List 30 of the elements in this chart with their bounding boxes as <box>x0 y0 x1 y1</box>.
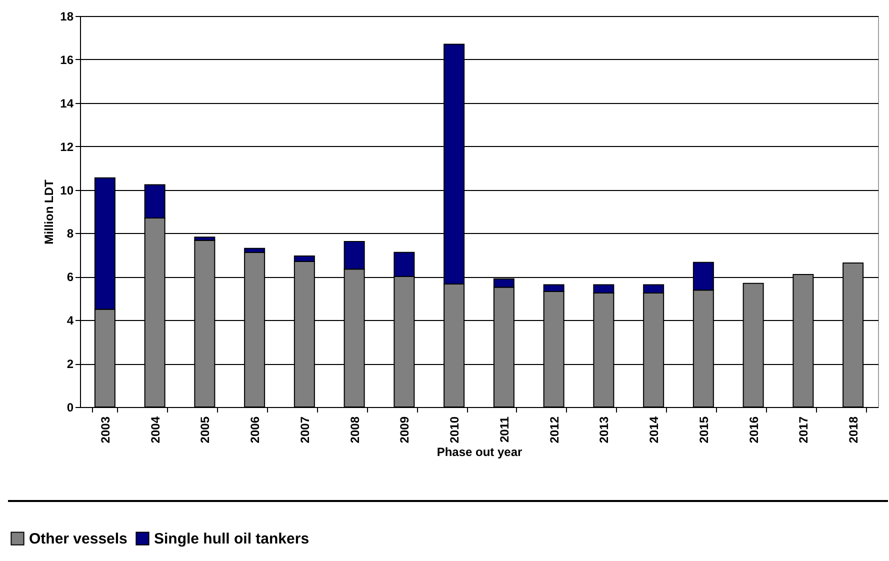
y-axis-title: Million LDT <box>42 179 56 244</box>
legend-label: Single hull oil tankers <box>154 530 310 548</box>
x-axis-title: Phase out year <box>436 445 523 460</box>
x-tick-label: 2009 <box>398 416 412 444</box>
y-tick-label: 0 <box>66 400 74 414</box>
x-tick-label: 2003 <box>98 416 112 444</box>
x-tick-label: 2011 <box>497 416 512 443</box>
x-tick-label: 2006 <box>248 416 262 444</box>
x-tick-label: 2016 <box>746 416 761 444</box>
y-tick-label: 18 <box>60 10 74 24</box>
x-tick-label: 2008 <box>348 416 362 444</box>
y-tick-label: 14 <box>60 96 74 110</box>
y-tick-label: 10 <box>60 183 74 198</box>
legend-label: Other vessels <box>29 530 128 548</box>
x-tick-label: 2005 <box>198 416 212 444</box>
x-tick-label: 2007 <box>298 416 312 444</box>
y-tick-label: 12 <box>60 140 74 154</box>
x-tick-label: 2015 <box>696 416 711 444</box>
x-tick-label: 2010 <box>448 416 462 444</box>
y-tick-label: 4 <box>66 314 74 328</box>
y-tick-label: 2 <box>66 357 74 372</box>
x-tick-label: 2014 <box>647 416 662 444</box>
x-tick-label: 2013 <box>597 416 612 444</box>
y-tick-label: 16 <box>60 52 74 67</box>
x-tick-label: 2012 <box>547 416 562 444</box>
y-tick-label: 8 <box>66 226 74 241</box>
y-tick-label: 6 <box>66 270 74 284</box>
x-tick-label: 2018 <box>846 416 861 444</box>
x-tick-label: 2017 <box>796 416 811 444</box>
x-tick-label: 2004 <box>148 416 162 444</box>
